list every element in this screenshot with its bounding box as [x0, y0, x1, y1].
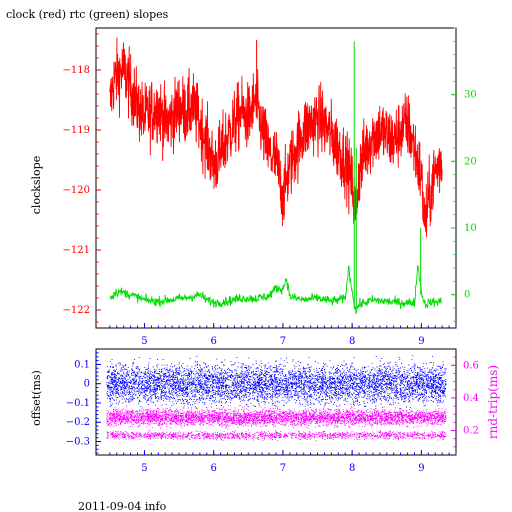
top-chart-title: clock (red) rtc (green) slopes [6, 8, 169, 21]
top-y2-tick-label: 0 [464, 290, 470, 301]
top-y2-tick-label: 20 [464, 156, 477, 167]
bottom-y-tick-label: 0.1 [74, 359, 90, 370]
top-y-axis-label: clockslope [30, 156, 43, 214]
top-x-tick-label: 5 [141, 336, 147, 347]
bottom-x-tick-label: 9 [418, 463, 424, 474]
top-x-tick-label: 6 [211, 336, 217, 347]
bottom-y-tick-label: 0 [84, 379, 90, 390]
bottom-y2-tick-label: 0.2 [463, 426, 479, 437]
top-x-tick-label: 7 [280, 336, 286, 347]
top-y-tick-label: −122 [63, 305, 90, 316]
bottom-y-tick-label: −0.3 [66, 437, 90, 448]
bottom-x-tick-label: 5 [141, 463, 147, 474]
top-x-tick-label: 8 [349, 336, 355, 347]
bottom-y2-tick-label: 0.4 [463, 393, 479, 404]
clock-slope-series-line [109, 37, 443, 237]
top-plot-frame [95, 27, 457, 329]
bottom-y2-axis-label: rnd-trip(ms) [486, 365, 500, 439]
top-y2-tick-label: 10 [464, 223, 477, 234]
top-x-tick-label: 9 [418, 336, 424, 347]
bottom-y-axis-label: offset(ms) [30, 370, 43, 426]
bottom-x-tick-label: 8 [349, 463, 355, 474]
bottom-chart-layer: −0.3 −0.2 −0.1 0 0.1 0.2 0.4 0.6 5 6 7 8 9 [66, 348, 479, 474]
top-y2-tick-label: 30 [464, 90, 477, 101]
bottom-x-tick-label: 6 [211, 463, 217, 474]
rtc-slope-series-line [109, 265, 442, 315]
bottom-y-tick-label: −0.1 [66, 398, 90, 409]
bottom-y2-tick-label: 0.6 [463, 360, 479, 371]
top-y-tick-label: −118 [63, 65, 90, 76]
top-y-tick-label: −119 [63, 125, 90, 136]
round-trip-scatter-points [106, 405, 447, 442]
top-chart-layer: −122 −121 −120 −119 −118 0 10 20 30 5 6 7 8 9 [63, 27, 477, 347]
footer-date-info: 2011-09-04 info [78, 500, 167, 512]
top-y-tick-label: −120 [63, 185, 90, 196]
bottom-y-tick-label: −0.2 [66, 417, 90, 428]
top-y-tick-label: −121 [63, 245, 90, 256]
bottom-x-tick-label: 7 [280, 463, 286, 474]
offset-scatter-points [106, 354, 447, 415]
